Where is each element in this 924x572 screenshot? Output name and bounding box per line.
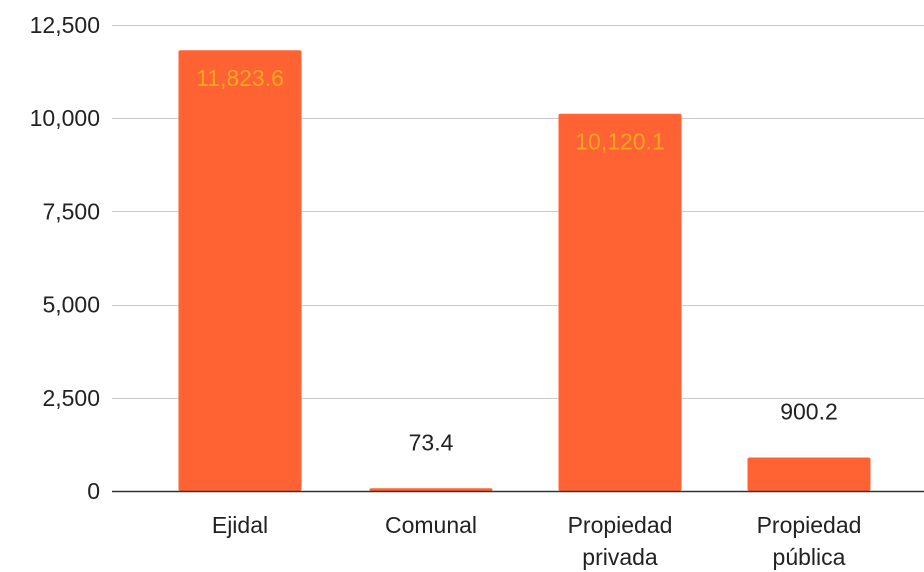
x-category-label: Ejidal [212,512,268,538]
y-tick-label: 5,000 [42,292,100,318]
x-axis-categories: Ejidal Comunal Propiedad privada Propiedad pú… [212,512,862,570]
y-tick-label: 12,500 [30,12,100,38]
y-axis-ticks: 0 2,500 5,000 7,500 10,000 12,500 [30,12,100,504]
data-label: 10,120.1 [575,129,665,155]
data-label: 900.2 [780,398,838,424]
bar [558,113,682,492]
data-label: 11,823.6 [196,65,284,91]
x-category-line: Propiedad [568,512,673,538]
x-category-label: Propiedad privada [568,512,673,570]
y-tick-label: 10,000 [30,105,100,131]
x-category-line: Comunal [385,512,477,538]
bar [747,457,871,491]
data-labels: 11,823.6 73.4 10,120.1 900.2 [196,65,838,455]
bars [178,50,871,492]
data-label: 73.4 [409,429,454,455]
bar [369,488,493,491]
bar [178,50,302,492]
y-tick-label: 7,500 [42,198,100,224]
y-tick-label: 2,500 [42,385,100,411]
x-category-label: Comunal [385,512,477,538]
x-category-line: Propiedad [757,512,862,538]
x-category-line: pública [773,544,846,570]
y-tick-label: 0 [87,478,100,504]
x-category-line: Ejidal [212,512,268,538]
x-category-line: privada [582,544,658,570]
x-category-label: Propiedad pública [757,512,862,570]
